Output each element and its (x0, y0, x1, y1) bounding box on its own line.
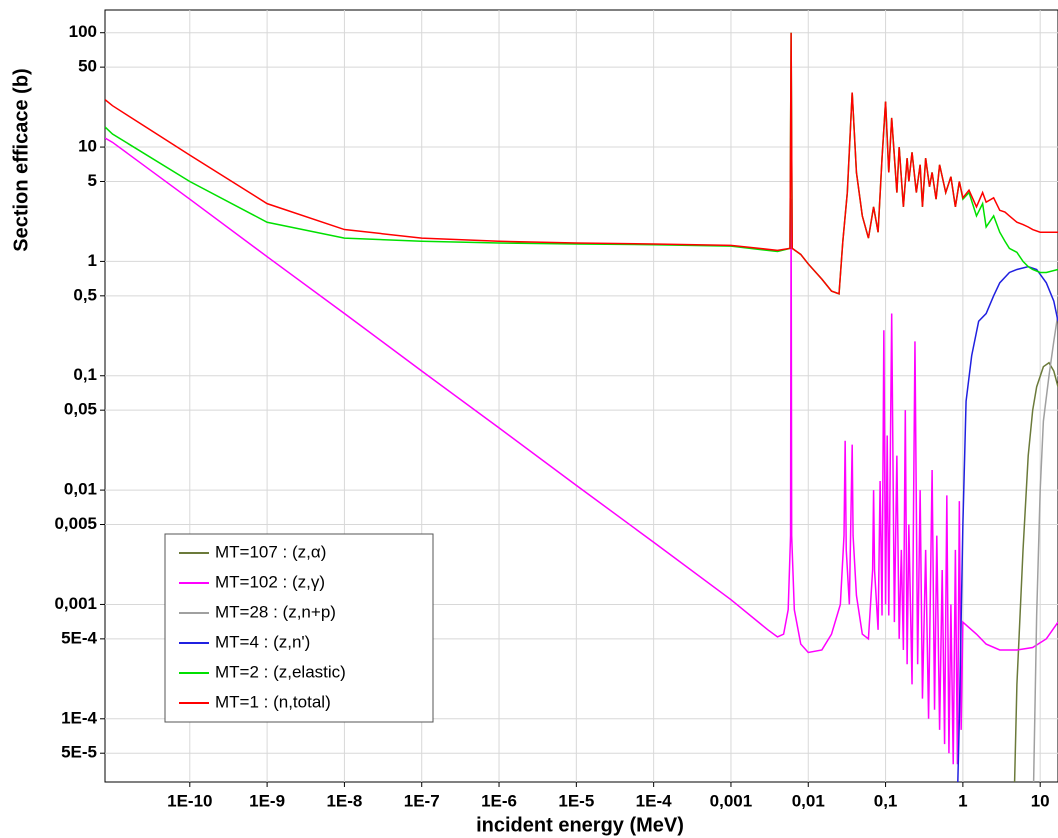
x-tick-label: 1E-9 (249, 791, 285, 810)
x-tick-label: 10 (1031, 791, 1050, 810)
y-tick-label: 0,005 (54, 514, 97, 533)
x-tick-label: 1E-4 (636, 791, 672, 810)
series-line (957, 265, 1058, 782)
legend: MT=107 : (z,α) MT=102 : (z,γ) MT=28 : (z,n… (164, 533, 434, 723)
x-tick-label: 1E-6 (481, 791, 517, 810)
y-tick-label: 0,1 (73, 365, 97, 384)
x-tick-label: 1E-7 (404, 791, 440, 810)
y-tick-label: 10 (78, 137, 97, 156)
y-tick-label: 0,001 (54, 594, 97, 613)
y-tick-label: 0,05 (64, 400, 97, 419)
y-tick-label: 5E-4 (61, 628, 97, 647)
y-tick-label: 5E-5 (61, 743, 97, 762)
y-tick-label: 1E-4 (61, 708, 97, 727)
series-line (105, 32, 1058, 295)
y-tick-label: 50 (78, 57, 97, 76)
x-tick-label: 1E-8 (326, 791, 362, 810)
legend-label: MT=28 : (z,n+p) (215, 602, 336, 621)
y-tick-label: 1 (88, 251, 97, 270)
series-line (1013, 361, 1058, 782)
series-line (1032, 313, 1058, 782)
y-tick-label: 100 (69, 22, 97, 41)
y-axis-label: Section efficace (b) (10, 68, 32, 251)
y-tick-label: 0,01 (64, 480, 97, 499)
y-tick-label: 0,5 (73, 285, 97, 304)
legend-label: MT=1 : (n,total) (215, 692, 331, 711)
legend-label: MT=102 : (z,γ) (215, 572, 325, 591)
y-tick-label: 5 (88, 171, 97, 190)
x-tick-label: 0,001 (710, 791, 753, 810)
legend-label: MT=107 : (z,α) (215, 542, 326, 561)
x-tick-label: 1E-5 (558, 791, 594, 810)
series-line (105, 137, 1058, 765)
x-tick-label: 0,1 (874, 791, 898, 810)
legend-label: MT=4 : (z,n') (215, 632, 310, 651)
series-group (105, 32, 1058, 782)
legend-box (164, 533, 434, 723)
x-tick-label: 1 (958, 791, 967, 810)
x-tick-label: 0,01 (792, 791, 825, 810)
legend-label: MT=2 : (z,elastic) (215, 662, 346, 681)
x-axis-label: incident energy (MeV) (476, 814, 684, 836)
x-tick-label: 1E-10 (167, 791, 212, 810)
grid (105, 10, 1058, 782)
